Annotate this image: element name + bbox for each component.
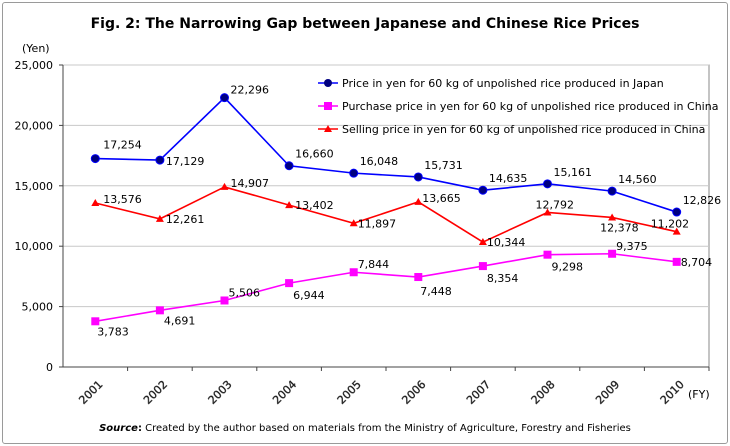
data-label: 12,792 (536, 198, 575, 211)
data-label: 13,576 (103, 193, 142, 206)
data-label: 12,378 (600, 221, 639, 234)
data-point (285, 279, 294, 288)
data-label: 9,375 (616, 240, 648, 253)
chart-title: Fig. 2: The Narrowing Gap between Japane… (91, 16, 640, 32)
source-label: Source (99, 423, 138, 434)
y-tick-label: 5,000 (22, 301, 54, 314)
x-tick-label: 2005 (335, 378, 364, 407)
data-point (478, 262, 487, 271)
series-line-1 (95, 252, 677, 323)
data-point (284, 161, 294, 171)
data-point (543, 179, 552, 189)
data-point (672, 257, 681, 266)
data-label: 8,704 (681, 256, 713, 269)
data-point (349, 168, 359, 178)
data-label: 16,660 (295, 148, 334, 161)
x-tick-label: 2003 (206, 378, 235, 407)
data-label: 14,907 (231, 177, 270, 190)
data-label: 6,944 (293, 289, 325, 302)
x-axis-label: (FY) (688, 388, 710, 401)
x-tick-label: 2007 (464, 378, 493, 407)
data-label: 12,826 (683, 194, 722, 207)
data-point (543, 250, 552, 259)
series-line-2 (95, 186, 677, 243)
data-label: 4,691 (164, 314, 196, 327)
x-tick-label: 2008 (529, 378, 558, 407)
data-point (672, 227, 681, 235)
y-tick-label: 20,000 (15, 119, 54, 132)
legend-marker (324, 102, 332, 110)
data-label: 3,783 (97, 325, 129, 338)
data-label: 11,897 (358, 217, 397, 230)
data-label: 14,560 (618, 173, 657, 186)
y-tick-label: 0 (46, 361, 53, 374)
data-point (543, 208, 552, 216)
data-point (349, 219, 358, 227)
x-tick-label: 2004 (270, 378, 299, 407)
data-point (155, 214, 164, 222)
x-tick-label: 2009 (593, 378, 622, 407)
data-point (414, 273, 423, 282)
data-point (91, 317, 100, 326)
data-label: 7,844 (358, 258, 390, 271)
data-label: 14,635 (489, 172, 528, 185)
x-tick-label: 2001 (76, 378, 105, 407)
source-note: Source: Created by the author based on m… (99, 423, 631, 434)
data-point (608, 213, 617, 221)
data-point (413, 172, 423, 182)
data-point (285, 201, 294, 209)
data-label: 17,129 (166, 155, 205, 168)
data-point (607, 186, 617, 196)
x-tick-label: 2002 (141, 378, 170, 407)
data-label: 17,254 (103, 139, 142, 152)
data-point (220, 296, 229, 305)
data-label: 22,296 (231, 84, 270, 97)
data-label: 9,298 (552, 261, 584, 274)
y-tick-label: 10,000 (15, 240, 54, 253)
data-point (90, 154, 100, 164)
data-label: 15,161 (554, 166, 593, 179)
data-point (414, 197, 423, 205)
legend-marker (324, 79, 332, 87)
x-tick-label: 2010 (658, 378, 687, 407)
data-point (220, 182, 229, 190)
legend-marker (324, 125, 332, 132)
data-label: 12,261 (166, 213, 205, 226)
data-label: 13,665 (422, 192, 461, 205)
data-point (349, 268, 358, 277)
data-label: 8,354 (487, 272, 519, 285)
data-label: 5,506 (229, 286, 261, 299)
series-line-0 (95, 96, 677, 213)
y-axis-label: (Yen) (22, 42, 50, 55)
data-point (155, 155, 165, 165)
data-label: 11,202 (651, 218, 690, 231)
data-label: 16,048 (360, 155, 399, 168)
data-label: 7,448 (420, 285, 452, 298)
y-tick-label: 25,000 (15, 59, 54, 72)
data-point (608, 249, 617, 258)
data-point (478, 185, 488, 195)
source-text: Created by the author based on materials… (142, 423, 631, 434)
data-label: 15,731 (424, 159, 463, 172)
data-point (91, 199, 100, 207)
data-label: 10,344 (487, 236, 526, 249)
legend-entry: Selling price in yen for 60 kg of unpoli… (342, 123, 705, 136)
legend-entry: Price in yen for 60 kg of unpolished ric… (342, 77, 664, 90)
data-point (155, 306, 164, 315)
x-tick-label: 2006 (399, 378, 428, 407)
data-point (478, 238, 487, 246)
source-sep: : (138, 423, 142, 434)
data-point (220, 93, 229, 103)
y-tick-label: 15,000 (15, 180, 54, 193)
legend-entry: Purchase price in yen for 60 kg of unpol… (342, 100, 718, 113)
data-point (672, 207, 682, 217)
data-label: 13,402 (295, 199, 334, 212)
